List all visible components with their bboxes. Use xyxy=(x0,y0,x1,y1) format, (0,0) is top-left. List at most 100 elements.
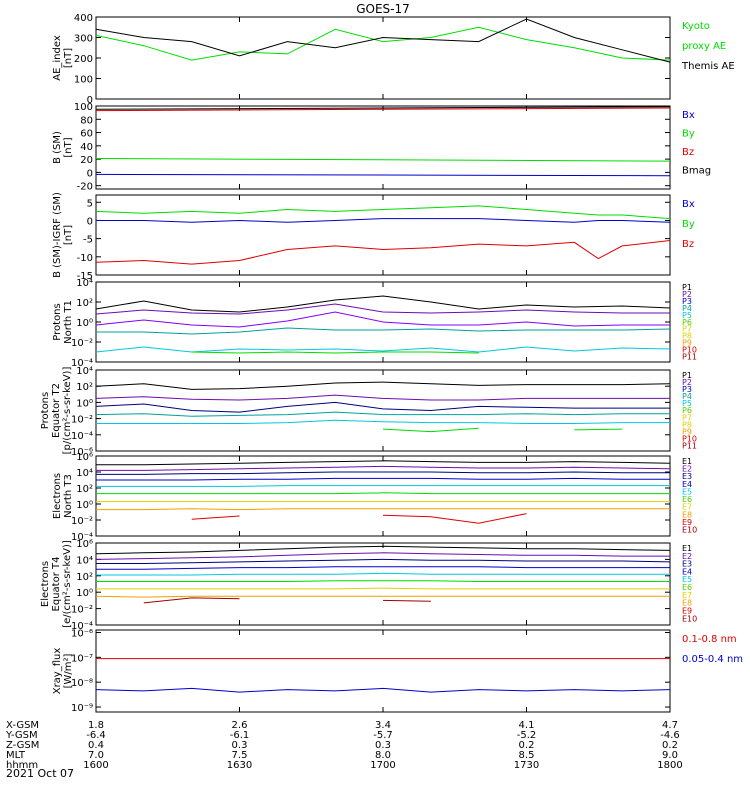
series-p6 xyxy=(95,311,670,328)
series-e5 xyxy=(96,485,670,487)
legend-entry: Bz xyxy=(682,147,694,158)
legend-entry: E9 xyxy=(682,606,692,615)
ytick-label: 10² xyxy=(76,298,93,309)
orbit-row-label: Z-GSM xyxy=(6,740,39,751)
orbit-value: 0.4 xyxy=(88,740,104,751)
panel-ylabel: ElectronsEquator T4[e/(cm²-s-sr-keV)] xyxy=(40,540,73,628)
ytick-label: 10⁶ xyxy=(76,452,93,463)
panel-frame xyxy=(95,455,671,537)
series-bx xyxy=(96,218,671,223)
ytick-label: 10⁰ xyxy=(76,398,93,409)
legend-entry: E10 xyxy=(682,614,697,623)
series-kyoto-proxy-ae xyxy=(95,26,671,61)
series-e9 xyxy=(191,513,527,524)
legend-entry: P5 xyxy=(682,311,692,320)
ylabel-line: Equator T2 xyxy=(51,383,62,438)
legend-entry: E5 xyxy=(682,487,692,496)
ytick-label: 10⁻⁴ xyxy=(71,431,93,442)
legend-entry: P10 xyxy=(682,346,697,355)
legend-entry: E9 xyxy=(682,518,692,527)
ylabel-line: [W/m²] xyxy=(63,653,74,688)
legend-entry: P11 xyxy=(682,353,697,362)
orbit-value: 2.6 xyxy=(232,720,248,731)
legend-entry: E3 xyxy=(682,472,692,481)
ytick-label: 100 xyxy=(74,102,93,113)
legend-entry: Kyoto xyxy=(682,21,710,32)
ytick-label: 10² xyxy=(76,484,93,495)
legend-entry: E4 xyxy=(682,480,692,489)
series-e4 xyxy=(96,477,670,481)
legend-entry: P11 xyxy=(682,441,697,450)
series-e5 xyxy=(96,572,670,576)
ytick-label: 10² xyxy=(76,382,93,393)
orbit-value: -5.7 xyxy=(373,730,393,741)
legend-entry: proxy AE xyxy=(682,41,726,52)
series-p5 xyxy=(96,327,671,335)
ylabel-line: Protons xyxy=(52,303,63,340)
series-p1 xyxy=(95,295,671,313)
panel-ylabel: Xray_flux[W/m²] xyxy=(52,648,74,695)
legend-entry: P8 xyxy=(682,332,692,341)
series-p5 xyxy=(95,411,670,417)
panel-ylabel: ProtonsEquator T2[p/(cm²-s-sr-keV)] xyxy=(40,367,73,455)
legend-entry: E2 xyxy=(682,552,692,561)
orbit-value: 4.7 xyxy=(662,720,678,731)
orbit-value: 0.3 xyxy=(375,740,391,751)
legend-entry: E7 xyxy=(682,591,692,600)
orbit-value: 1800 xyxy=(657,760,682,771)
panel-frame xyxy=(95,629,671,713)
legend-entry: P1 xyxy=(682,371,692,380)
legend-entry: P7 xyxy=(682,413,692,422)
orbit-value: -4.6 xyxy=(660,730,680,741)
legend-entry: E4 xyxy=(682,567,692,576)
orbit-value: -6.1 xyxy=(230,730,250,741)
legend-entry: By xyxy=(682,219,695,230)
ytick-label: 80 xyxy=(80,115,93,126)
orbit-value: 8.5 xyxy=(519,750,535,761)
ylabel-line: [p/(cm²-s-sr-keV)] xyxy=(62,367,73,455)
orbit-value: -5.2 xyxy=(517,730,537,741)
panel-frame xyxy=(95,16,671,100)
legend-entry: 0.05-0.4 nm xyxy=(682,654,743,665)
legend-entry: E6 xyxy=(682,495,692,504)
orbit-value: 1730 xyxy=(514,760,539,771)
ytick-label: 10⁻² xyxy=(71,516,93,527)
panel-ylabel: ElectronsNorth T3 xyxy=(52,473,74,519)
orbit-value: 8.0 xyxy=(375,750,391,761)
ytick-label: 0 xyxy=(87,168,93,179)
legend-entry: P2 xyxy=(682,378,692,387)
orbit-value: 4.1 xyxy=(519,720,535,731)
series-p1 xyxy=(95,381,671,390)
ytick-label: 10⁻⁸ xyxy=(71,678,93,689)
legend-entry: P6 xyxy=(682,318,692,327)
panel-frame xyxy=(95,105,671,190)
legend-entry: P7 xyxy=(682,325,692,334)
ytick-label: 0 xyxy=(87,216,93,227)
legend-entry: P3 xyxy=(682,385,692,394)
panel-ylabel: B (SM)-IGRF (SM)[nT] xyxy=(52,192,74,278)
ytick-label: 400 xyxy=(74,13,93,24)
ytick-label: 10⁻⁶ xyxy=(71,628,93,639)
ytick-label: 10⁴ xyxy=(76,468,93,479)
legend-entry: P8 xyxy=(682,420,692,429)
plot-title: GOES-17 xyxy=(356,2,410,16)
series-e7 xyxy=(96,587,670,590)
panel-ylabel: AE_index[nT] xyxy=(52,35,74,81)
ytick-label: 10⁶ xyxy=(76,539,93,550)
series-bz xyxy=(95,240,671,265)
legend-entry: 0.1-0.8 nm xyxy=(682,634,737,645)
series-p3 xyxy=(95,401,670,413)
series-e6 xyxy=(96,580,670,582)
ytick-label: 100 xyxy=(74,75,93,86)
orbit-row-label: MLT xyxy=(6,750,26,761)
legend-entry: P9 xyxy=(682,339,692,348)
ytick-label: 0 xyxy=(87,95,93,106)
legend-entry: P10 xyxy=(682,434,697,443)
legend-entry: E10 xyxy=(682,526,697,535)
series-e9 xyxy=(144,598,670,605)
ylabel-line: [nT] xyxy=(63,137,74,157)
